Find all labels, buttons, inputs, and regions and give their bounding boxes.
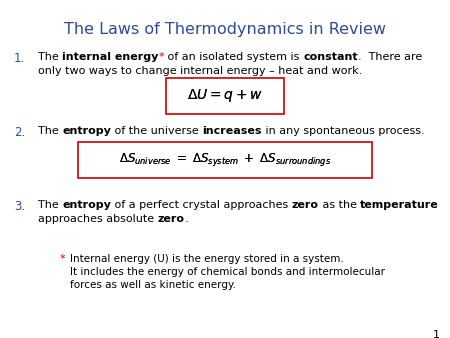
- Text: zero: zero: [292, 200, 319, 210]
- Text: 2.: 2.: [14, 126, 25, 139]
- Text: entropy: entropy: [62, 200, 111, 210]
- Text: The Laws of Thermodynamics in Review: The Laws of Thermodynamics in Review: [64, 22, 386, 37]
- Text: of an isolated system is: of an isolated system is: [164, 52, 303, 62]
- Text: $\Delta S_{universe}\ =\ \Delta S_{system}\ +\ \Delta S_{surroundings}$: $\Delta S_{universe}\ =\ \Delta S_{syste…: [119, 151, 331, 169]
- Text: zero: zero: [158, 214, 184, 224]
- Text: $\Delta U = q + w$: $\Delta U = q + w$: [187, 88, 263, 104]
- Text: forces as well as kinetic energy.: forces as well as kinetic energy.: [70, 280, 236, 290]
- Text: The: The: [38, 126, 62, 136]
- Text: 3.: 3.: [14, 200, 25, 213]
- FancyBboxPatch shape: [166, 78, 284, 114]
- Text: It includes the energy of chemical bonds and intermolecular: It includes the energy of chemical bonds…: [70, 267, 385, 277]
- Text: approaches absolute: approaches absolute: [38, 214, 157, 224]
- Text: *: *: [158, 52, 164, 62]
- Text: of the universe: of the universe: [111, 126, 202, 136]
- Text: The: The: [38, 52, 62, 62]
- Text: constant: constant: [303, 52, 358, 62]
- Text: 1: 1: [433, 330, 440, 338]
- Text: in any spontaneous process.: in any spontaneous process.: [262, 126, 424, 136]
- Text: *: *: [60, 254, 66, 264]
- Text: temperature: temperature: [360, 200, 439, 210]
- Text: increases: increases: [202, 126, 262, 136]
- Text: .: .: [184, 214, 188, 224]
- Text: internal energy: internal energy: [62, 52, 158, 62]
- Text: $\Delta S_{universe}\ =\ \Delta S_{system}\ +\ \Delta S_{surroundings}$: $\Delta S_{universe}\ =\ \Delta S_{syste…: [119, 151, 331, 169]
- Text: $\Delta U = q + w$: $\Delta U = q + w$: [187, 88, 263, 104]
- Text: 1.: 1.: [14, 52, 25, 65]
- Text: entropy: entropy: [62, 126, 111, 136]
- Text: as the: as the: [319, 200, 360, 210]
- Text: The: The: [38, 200, 62, 210]
- Text: .  There are: . There are: [358, 52, 422, 62]
- FancyBboxPatch shape: [78, 143, 372, 177]
- Text: of a perfect crystal approaches: of a perfect crystal approaches: [111, 200, 292, 210]
- Text: Internal energy (U) is the energy stored in a system.: Internal energy (U) is the energy stored…: [70, 254, 344, 264]
- Text: only two ways to change internal energy – heat and work.: only two ways to change internal energy …: [38, 66, 362, 76]
